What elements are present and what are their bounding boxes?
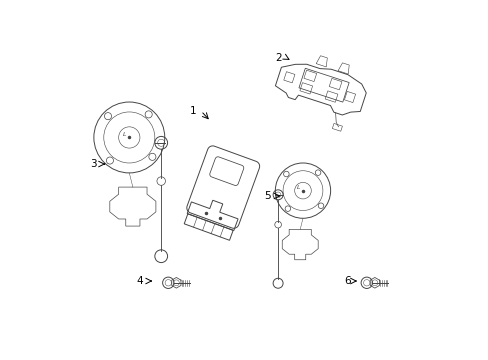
Text: 2: 2 [274, 53, 281, 63]
Text: 6: 6 [343, 276, 350, 286]
Text: 1: 1 [189, 106, 196, 116]
Text: L: L [296, 185, 300, 190]
Text: 3: 3 [90, 159, 97, 169]
Text: L: L [123, 132, 126, 137]
Text: 4: 4 [136, 276, 143, 286]
Text: 5: 5 [264, 191, 270, 201]
